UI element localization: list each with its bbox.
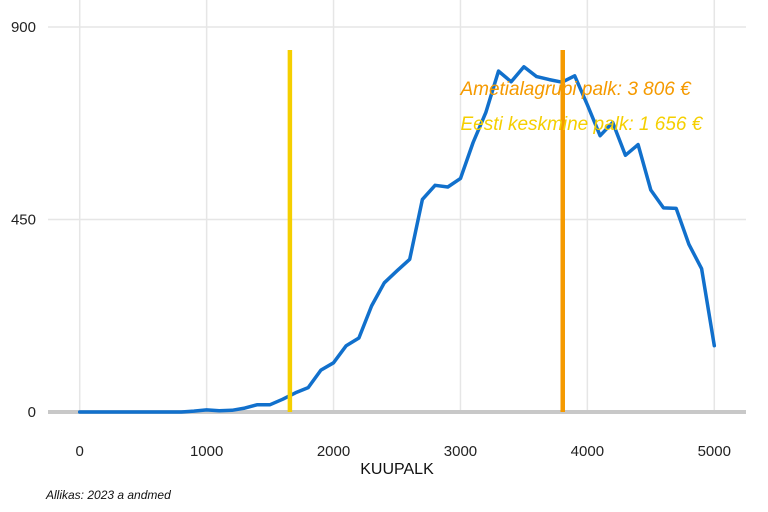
y-tick-label: 0 — [28, 404, 36, 421]
x-tick-label: 2000 — [317, 443, 350, 460]
x-tick-labels: 0 1000 2000 3000 4000 5000 — [76, 443, 731, 460]
source-caption: Allikas: 2023 a andmed — [46, 488, 171, 502]
y-tick-labels: 0 450 900 — [11, 19, 36, 421]
x-tick-label: 0 — [76, 443, 84, 460]
series-lines — [77, 65, 717, 414]
x-tick-label: 4000 — [571, 443, 604, 460]
x-tick-label: 3000 — [444, 443, 477, 460]
x-tick-label: 1000 — [190, 443, 223, 460]
series-line — [77, 65, 717, 414]
reference-lines: Ametialagrupi palk: 3 806 € Eesti keskmin… — [287, 50, 704, 412]
y-tick-label: 450 — [11, 212, 36, 229]
reference-line-label: Eesti keskmine palk: 1 656 € — [460, 114, 703, 135]
y-tick-label: 900 — [11, 19, 36, 36]
reference-line-label: Ametialagrupi palk: 3 806 € — [459, 79, 692, 100]
x-axis-label: KUUPALK — [360, 461, 434, 478]
grid-lines — [48, 0, 746, 412]
x-tick-label: 5000 — [698, 443, 731, 460]
